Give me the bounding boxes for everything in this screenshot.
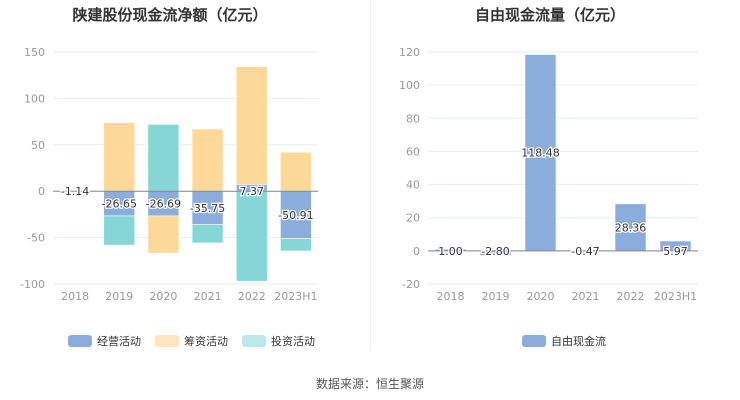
legend-label: 经营活动 xyxy=(97,335,141,348)
x-tick-label: 2023H1 xyxy=(274,290,317,303)
data-label: 28.36 xyxy=(615,221,647,234)
x-tick-label: 2021 xyxy=(194,290,222,303)
data-label: 7.37 xyxy=(240,185,265,198)
y-tick-label: 40 xyxy=(406,179,420,192)
y-tick-label: 60 xyxy=(406,145,420,158)
y-tick-label: 100 xyxy=(24,92,45,105)
charts-canvas: 150 100 50 0 -50 -100 2018 2019 2020 2021 2022 2023… xyxy=(20,46,698,303)
legend-swatch xyxy=(242,335,266,347)
data-label: -50.91 xyxy=(278,209,313,222)
x-tick-label: 2019 xyxy=(482,290,510,303)
y-tick-label: 150 xyxy=(24,46,45,59)
x-tick-label: 2022 xyxy=(238,290,266,303)
legend-label: 自由现金流 xyxy=(551,335,606,348)
y-tick-label: -100 xyxy=(20,278,45,291)
legend-item[interactable]: 自由现金流 xyxy=(522,333,606,349)
bar-自由现金流 xyxy=(524,54,557,252)
y-tick-label: 80 xyxy=(406,112,420,125)
y-tick-label: 50 xyxy=(31,139,45,152)
y-tick-label: 20 xyxy=(406,212,420,225)
bar-经营活动 xyxy=(147,190,180,217)
bar-筹资活动 xyxy=(147,215,180,254)
bar-投资活动 xyxy=(147,124,180,192)
right-legend: 自由现金流 xyxy=(522,333,606,349)
bar-筹资活动 xyxy=(103,122,136,192)
y-tick-label: 0 xyxy=(38,185,45,198)
left-chart-title: 陕建股份现金流净额（亿元） xyxy=(72,6,268,24)
data-source: 数据来源：恒生聚源 xyxy=(315,377,424,391)
y-tick-label: 120 xyxy=(399,46,420,59)
x-tick-label: 2020 xyxy=(527,290,555,303)
x-tick-label: 2022 xyxy=(617,290,645,303)
legend-item[interactable]: 经营活动 xyxy=(68,333,141,349)
legend-label: 投资活动 xyxy=(271,335,315,348)
x-tick-label: 2019 xyxy=(105,290,133,303)
data-label: -2.80 xyxy=(481,245,509,258)
legend-item[interactable]: 投资活动 xyxy=(242,333,315,349)
bar-投资活动 xyxy=(280,238,312,252)
bar-投资活动 xyxy=(103,215,136,246)
x-tick-label: 2018 xyxy=(61,290,89,303)
y-tick-label: -20 xyxy=(402,278,420,291)
bar-经营活动 xyxy=(191,190,224,225)
y-tick-label: -50 xyxy=(27,232,45,245)
bar-筹资活动 xyxy=(235,66,268,185)
x-tick-label: 2023H1 xyxy=(654,290,697,303)
right-chart-title: 自由现金流量（亿元） xyxy=(474,6,625,24)
bar-经营活动 xyxy=(103,190,136,217)
data-label: -26.65 xyxy=(102,198,137,211)
x-tick-label: 2021 xyxy=(572,290,600,303)
data-label: -0.47 xyxy=(571,245,599,258)
legend-swatch xyxy=(522,335,546,347)
divider xyxy=(370,0,371,350)
x-tick-label: 2020 xyxy=(149,290,177,303)
bar-筹资活动 xyxy=(191,128,224,192)
legend-swatch xyxy=(155,335,179,347)
bar-筹资活动 xyxy=(280,151,312,192)
bar-投资活动 xyxy=(235,190,268,282)
x-tick-label: 2018 xyxy=(437,290,465,303)
data-label: 1.00 xyxy=(438,245,463,258)
left-legend: 经营活动 筹资活动 投资活动 xyxy=(68,333,315,349)
y-tick-label: 0 xyxy=(413,245,420,258)
data-label: -1.14 xyxy=(61,185,89,198)
bar-投资活动 xyxy=(191,224,224,244)
legend-swatch xyxy=(68,335,92,347)
data-label: -35.75 xyxy=(190,202,225,215)
data-label: 118.48 xyxy=(521,147,560,160)
data-label: 5.97 xyxy=(663,245,688,258)
legend-item[interactable]: 筹资活动 xyxy=(155,333,228,349)
legend-label: 筹资活动 xyxy=(184,335,228,348)
y-tick-label: 100 xyxy=(399,79,420,92)
data-label: -26.69 xyxy=(146,198,181,211)
